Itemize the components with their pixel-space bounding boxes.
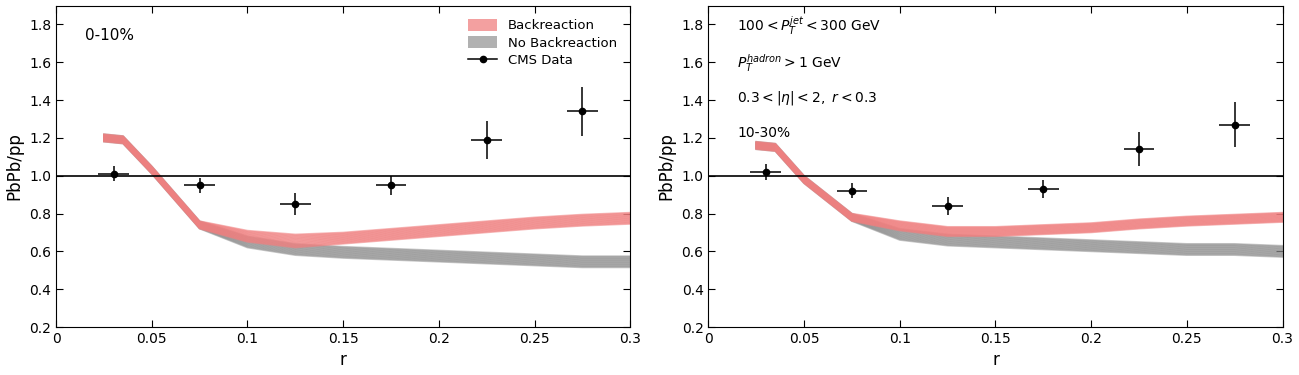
Text: $100 < P_T^{jet} < 300$ GeV: $100 < P_T^{jet} < 300$ GeV [737,15,881,38]
Text: 10-30%: 10-30% [737,126,790,140]
Text: $P_T^{hadron} > 1$ GeV: $P_T^{hadron} > 1$ GeV [737,52,842,74]
Y-axis label: PbPb/pp: PbPb/pp [5,132,23,200]
Text: $0.3 < |\eta| < 2,\ r < 0.3$: $0.3 < |\eta| < 2,\ r < 0.3$ [737,89,877,107]
Y-axis label: PbPb/pp: PbPb/pp [657,132,675,200]
X-axis label: r: r [340,351,347,369]
Legend: Backreaction, No Backreaction, CMS Data: Backreaction, No Backreaction, CMS Data [461,12,624,74]
Text: 0-10%: 0-10% [84,28,134,43]
X-axis label: r: r [992,351,999,369]
